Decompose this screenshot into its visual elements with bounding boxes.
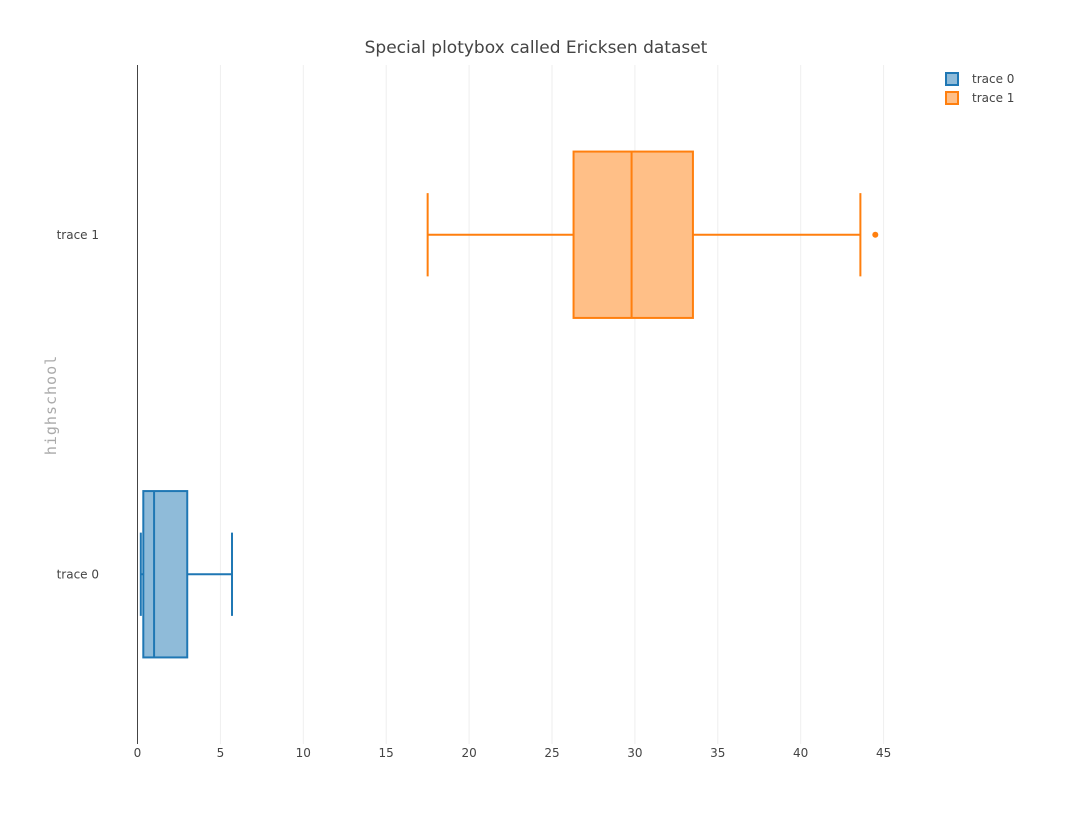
chart-title: Special plotybox called Ericksen dataset — [365, 38, 708, 58]
x-axis-ticks: 0 5 10 15 20 25 30 35 40 45 — [134, 746, 892, 760]
legend-label: trace 1 — [972, 91, 1014, 105]
y-tick-label: trace 0 — [57, 567, 99, 581]
x-tick-label: 0 — [134, 746, 142, 760]
iqr-box — [142, 490, 189, 659]
x-tick-label: 25 — [544, 746, 559, 760]
box-trace[interactable] — [139, 490, 234, 659]
x-tick-label: 40 — [793, 746, 808, 760]
x-tick-label: 10 — [296, 746, 311, 760]
legend[interactable]: trace 0 trace 1 — [945, 72, 1014, 105]
legend-swatch — [945, 72, 959, 86]
x-tick-label: 35 — [710, 746, 725, 760]
x-tick-label: 5 — [217, 746, 225, 760]
x-tick-label: 15 — [379, 746, 394, 760]
legend-item[interactable]: trace 0 — [945, 72, 1014, 86]
box-traces — [139, 150, 879, 659]
outlier-point — [872, 231, 879, 238]
legend-item[interactable]: trace 1 — [945, 91, 1014, 105]
legend-swatch — [945, 91, 959, 105]
x-tick-label: 20 — [461, 746, 476, 760]
legend-label: trace 0 — [972, 72, 1014, 86]
y-axis-title: highschool — [42, 355, 60, 455]
x-tick-label: 30 — [627, 746, 642, 760]
iqr-box — [572, 150, 694, 319]
y-axis-ticks: trace 0 trace 1 — [57, 228, 99, 582]
grid-lines — [219, 65, 885, 744]
y-tick-label: trace 1 — [57, 228, 99, 242]
box-trace[interactable] — [426, 150, 879, 319]
x-tick-label: 45 — [876, 746, 891, 760]
